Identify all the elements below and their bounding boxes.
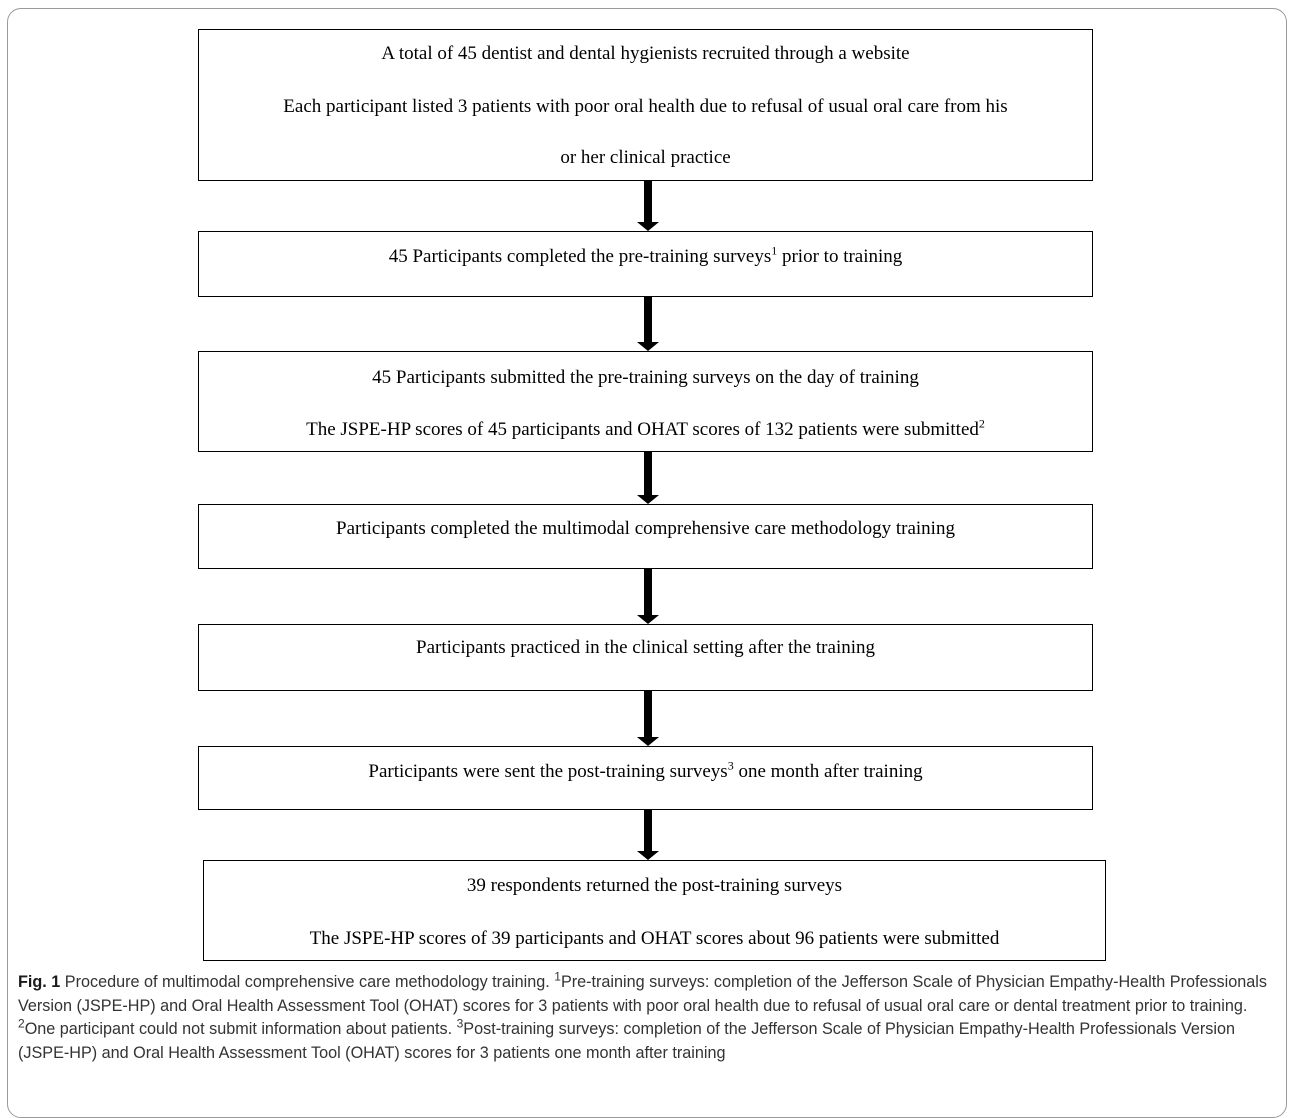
down-arrow (637, 181, 659, 231)
flow-box-recruitment: A total of 45 dentist and dental hygieni… (198, 29, 1093, 181)
footnote-marker: 1 (771, 243, 778, 258)
down-arrow (637, 691, 659, 746)
box-text-line: The JSPE-HP scores of 39 participants an… (309, 928, 1000, 949)
footnote-marker: 2 (18, 1016, 25, 1031)
flow-box-pre-training-surveys: 45 Participants completed the pre-traini… (198, 231, 1093, 297)
box-text-line: Participants were sent the post-training… (368, 758, 923, 782)
down-arrow (637, 297, 659, 351)
box-text-line: The JSPE-HP scores of 45 participants an… (306, 416, 985, 440)
box-text-line: 45 Participants completed the pre-traini… (388, 243, 903, 267)
figure-caption: Fig. 1 Procedure of multimodal comprehen… (18, 969, 1267, 1062)
down-arrow (637, 569, 659, 624)
flow-box-clinical-practice: Participants practiced in the clinical s… (198, 624, 1093, 691)
box-text-line: 39 respondents returned the post-trainin… (466, 875, 843, 896)
box-text-line: 45 Participants submitted the pre-traini… (372, 367, 919, 388)
flow-box-training: Participants completed the multimodal co… (198, 504, 1093, 569)
box-text-line: Each participant listed 3 patients with … (283, 96, 1008, 117)
box-text-line: Participants completed the multimodal co… (336, 518, 955, 539)
footnote-marker: 1 (554, 969, 561, 984)
box-text-line: or her clinical practice (560, 147, 731, 168)
down-arrow (637, 810, 659, 860)
flow-box-post-training-surveys: Participants were sent the post-training… (198, 746, 1093, 810)
flow-box-submission: 45 Participants submitted the pre-traini… (198, 351, 1093, 452)
down-arrow (637, 452, 659, 504)
footnote-marker: 3 (727, 758, 734, 773)
footnote-marker: 2 (978, 416, 985, 431)
flow-box-respondents: 39 respondents returned the post-trainin… (203, 860, 1106, 961)
box-text-line: A total of 45 dentist and dental hygieni… (381, 43, 910, 64)
footnote-marker: 3 (456, 1016, 464, 1031)
figure-label: Fig. 1 (18, 973, 61, 991)
box-text-line: Participants practiced in the clinical s… (416, 637, 875, 658)
